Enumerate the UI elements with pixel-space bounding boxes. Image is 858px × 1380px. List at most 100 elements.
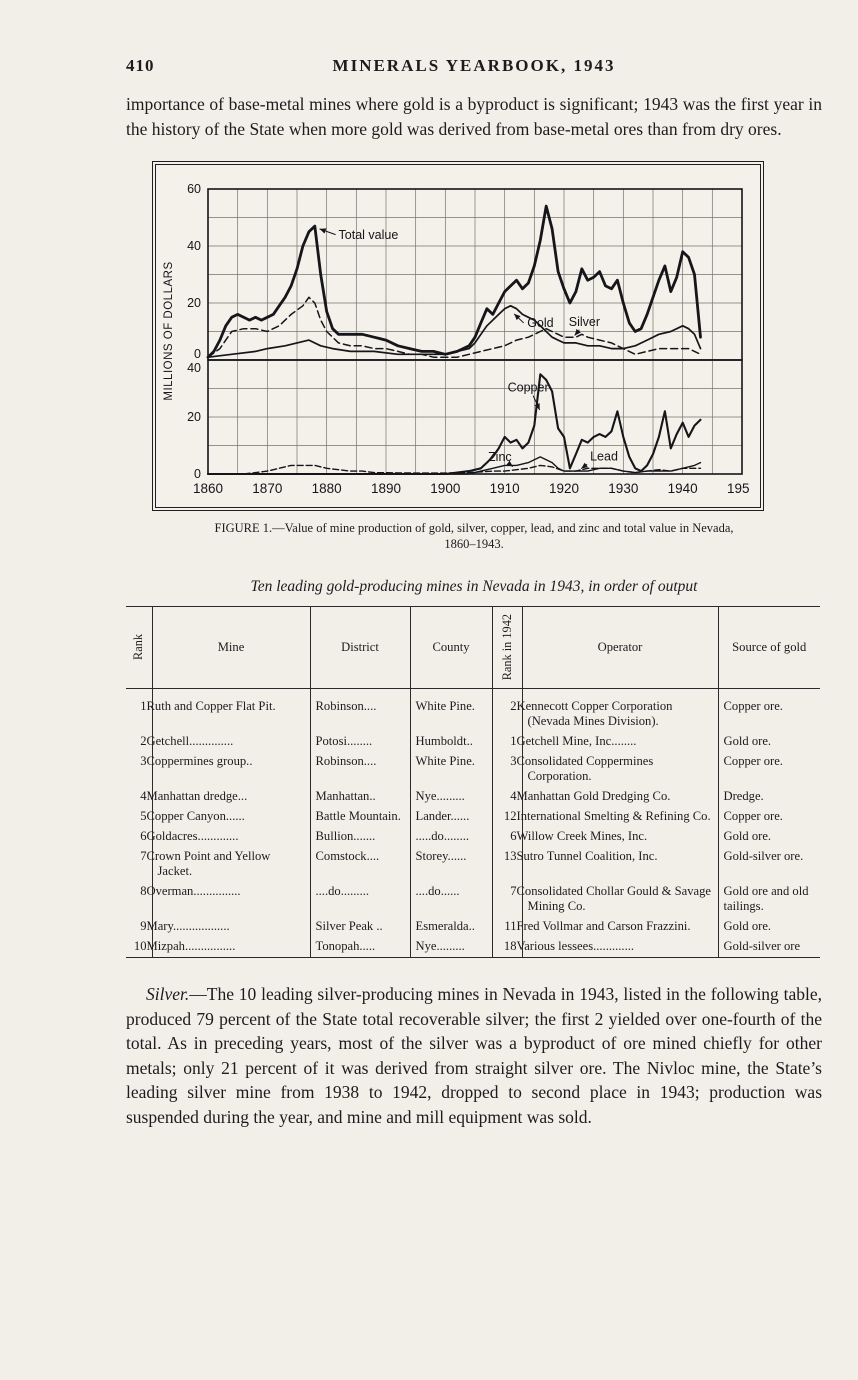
cell-county: Esmeralda.. — [409, 917, 492, 937]
cell-rank: 6 — [140, 829, 147, 843]
cell-county: Nye......... — [409, 787, 492, 807]
cell-district: Battle Mountain. — [309, 807, 410, 827]
figure-caption-line2: 1860–1943. — [444, 537, 504, 551]
cell-rank: 5 — [140, 809, 147, 823]
table-row: 3 Coppermines group.. Robinson.... White… — [126, 752, 820, 787]
cell-source: Gold ore. — [717, 827, 820, 847]
running-head: 410 MINERALS YEARBOOK, 1943 — [126, 56, 822, 76]
label-arrow — [513, 313, 524, 324]
label-arrow — [574, 328, 581, 336]
y-tick-label: 20 — [187, 410, 201, 424]
cell-rank: 7 — [140, 849, 147, 863]
cell-county: ....do...... — [409, 882, 492, 917]
gold-mines-table: Rank Mine District County Rank in 1942 O… — [126, 606, 820, 958]
table-row: 8 Overman............... ....do.........… — [126, 882, 820, 917]
y-axis-title: MILLIONS OF DOLLARS — [163, 261, 175, 400]
cell-county: Lander...... — [409, 807, 492, 827]
series-label: Total value — [339, 228, 399, 242]
cell-mine: Manhattan dredge... — [147, 787, 310, 807]
silver-paragraph: Silver.—The 10 leading silver-producing … — [126, 982, 822, 1129]
cell-operator: International Smelting & Refining Co. — [517, 807, 718, 827]
running-title: MINERALS YEARBOOK, 1943 — [332, 56, 616, 75]
cell-county: White Pine. — [409, 752, 492, 787]
x-tick-label: 1890 — [371, 481, 401, 496]
x-tick-label: 1900 — [430, 481, 460, 496]
mines-table-body: 1 Ruth and Copper Flat Pit. Robinson....… — [126, 688, 820, 958]
cell-rank: 1 — [140, 699, 147, 713]
col-header-operator: Operator — [521, 606, 718, 689]
table-row: 1 Ruth and Copper Flat Pit. Robinson....… — [126, 688, 820, 732]
production-line-chart: 0 20 40 60 Total value Gold Silver 0 20 40 Copper Z… — [163, 182, 750, 496]
cell-district: Manhattan.. — [309, 787, 410, 807]
series-lead — [207, 464, 702, 475]
col-header-district: District — [309, 606, 410, 689]
cell-rank: 3 — [140, 754, 147, 768]
col-header-rank: Rank — [131, 634, 146, 660]
cell-rank-1942: 1 — [491, 732, 522, 752]
cell-source: Gold ore. — [717, 917, 820, 937]
col-header-source: Source of gold — [717, 606, 820, 689]
cell-mine: Getchell.............. — [147, 732, 310, 752]
cell-mine: Overman............... — [147, 882, 310, 917]
cell-operator: Manhattan Gold Dredging Co. — [517, 787, 718, 807]
cell-district: Bullion....... — [309, 827, 410, 847]
x-tick-label: 1860 — [193, 481, 223, 496]
table-row: 2 Getchell.............. Potosi........ … — [126, 732, 820, 752]
cell-mine: Coppermines group.. — [147, 752, 310, 787]
label-arrow — [532, 395, 541, 411]
cell-operator: Various lessees............. — [517, 937, 718, 958]
cell-mine: Crown Point and Yellow Jacket. — [147, 847, 310, 882]
series-label: Lead — [590, 449, 618, 463]
cell-county: Nye......... — [409, 937, 492, 958]
col-header-mine: Mine — [151, 606, 310, 689]
cell-district: Robinson.... — [309, 752, 410, 787]
cell-rank-1942: 13 — [491, 847, 522, 882]
series-label: Copper — [508, 380, 549, 394]
series-zinc — [207, 456, 702, 475]
cell-source: Gold ore. — [717, 732, 820, 752]
cell-mine: Mary.................. — [147, 917, 310, 937]
cell-county: Humboldt.. — [409, 732, 492, 752]
cell-mine: Copper Canyon...... — [147, 807, 310, 827]
silver-paragraph-lead: Silver. — [146, 984, 190, 1004]
cell-district: Robinson.... — [309, 688, 410, 732]
cell-rank-1942: 4 — [491, 787, 522, 807]
intro-paragraph: importance of base-metal mines where gol… — [126, 94, 822, 139]
cell-mine: Mizpah................ — [147, 937, 310, 958]
x-tick-label: 1950 — [727, 481, 750, 496]
table-row: 9 Mary.................. Silver Peak .. … — [126, 917, 820, 937]
cell-source: Copper ore. — [717, 752, 820, 787]
table-row: 6 Goldacres............. Bullion....... … — [126, 827, 820, 847]
cell-operator: Getchell Mine, Inc........ — [517, 732, 718, 752]
cell-rank-1942: 2 — [491, 688, 522, 732]
col-header-county: County — [409, 606, 492, 689]
y-tick-label: 40 — [187, 361, 201, 375]
cell-rank-1942: 7 — [491, 882, 522, 917]
col-header-rank-1942: Rank in 1942 — [491, 606, 522, 689]
cell-source: Copper ore. — [717, 688, 820, 732]
cell-operator: Fred Vollmar and Carson Frazzini. — [517, 917, 718, 937]
cell-district: Silver Peak .. — [309, 917, 410, 937]
figure-caption-line1: FIGURE 1.—Value of mine production of go… — [214, 521, 734, 535]
cell-rank: 8 — [140, 884, 147, 898]
label-arrow — [580, 462, 588, 469]
x-tick-label: 1940 — [668, 481, 698, 496]
x-tick-label: 1930 — [608, 481, 638, 496]
cell-source: Gold ore and old tailings. — [717, 882, 820, 917]
cell-source: Dredge. — [717, 787, 820, 807]
cell-rank: 10 — [133, 939, 147, 953]
cell-source: Gold-silver ore. — [717, 847, 820, 882]
silver-paragraph-body: —The 10 leading silver-producing mines i… — [126, 984, 822, 1127]
plot-border — [207, 359, 743, 475]
page: 410 MINERALS YEARBOOK, 1943 importance o… — [126, 56, 822, 1129]
cell-county: .....do........ — [409, 827, 492, 847]
cell-district: ....do......... — [309, 882, 410, 917]
y-tick-label: 0 — [194, 347, 201, 361]
figure-outer-border: 0 20 40 60 Total value Gold Silver 0 20 40 Copper Z… — [152, 161, 764, 511]
cell-rank: 9 — [140, 919, 147, 933]
series-silver — [207, 296, 702, 358]
cell-source: Gold-silver ore — [717, 937, 820, 958]
figure-1: 0 20 40 60 Total value Gold Silver 0 20 40 Copper Z… — [152, 161, 764, 511]
series-label: Zinc — [488, 450, 512, 464]
label-arrow — [319, 228, 336, 236]
